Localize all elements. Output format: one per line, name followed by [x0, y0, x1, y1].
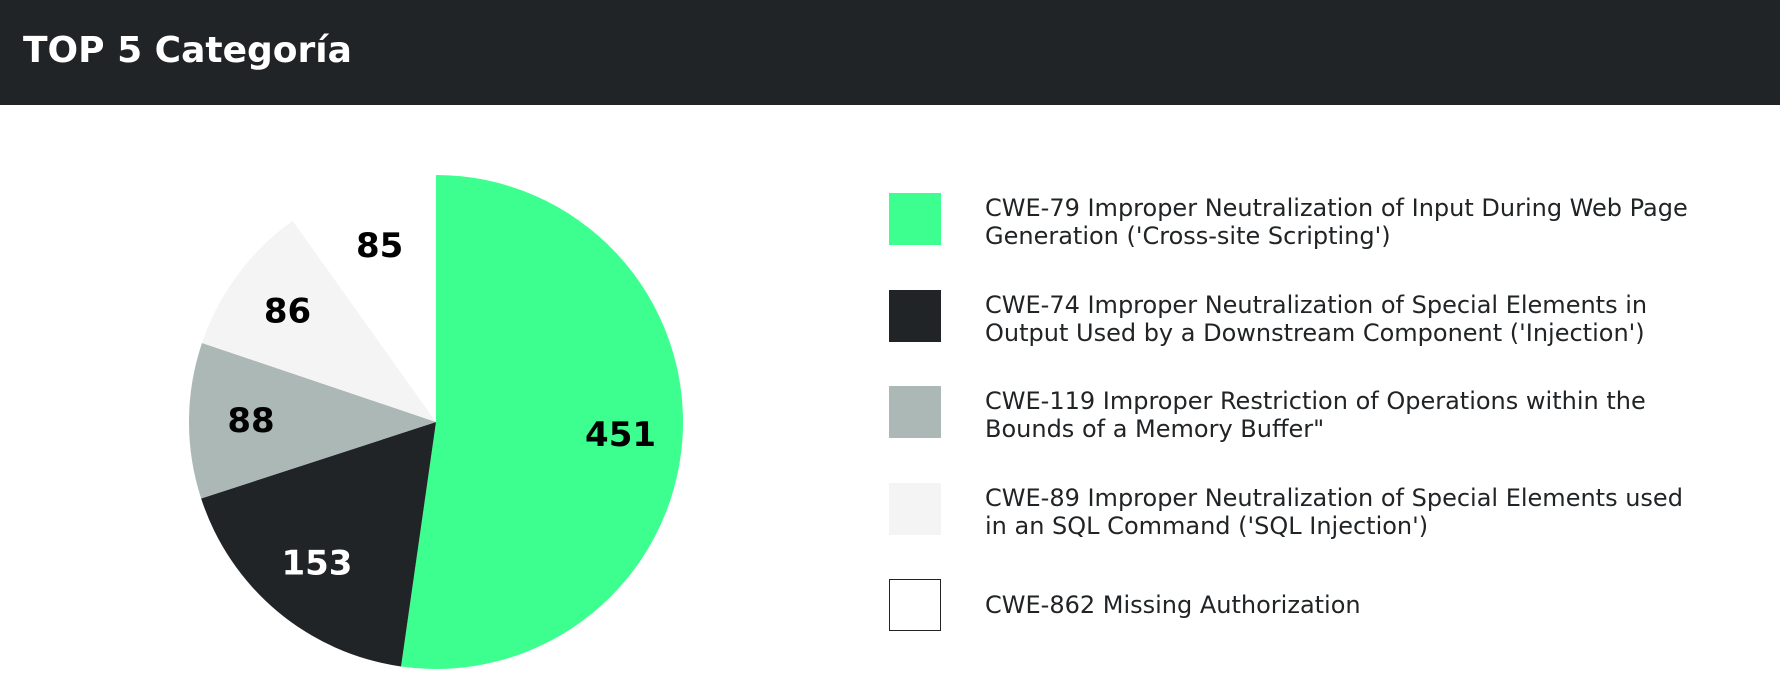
legend-label: CWE-89 Improper Neutralization of Specia… [985, 483, 1683, 540]
legend-label: CWE-79 Improper Neutralization of Input … [985, 194, 1688, 250]
legend-item: CWE-79 Improper Neutralization of Input … [889, 193, 1749, 250]
legend-label: CWE-862 Missing Authorization [985, 591, 1361, 619]
legend-label: CWE-119 Improper Restriction of Operatio… [985, 387, 1646, 443]
slice-value-label: 86 [264, 292, 311, 332]
slice-value-label: 88 [227, 401, 274, 441]
header-bar: TOP 5 Categoría [0, 0, 1780, 105]
legend-swatch [889, 579, 941, 631]
pie-chart: 451 153 88 86 85 [0, 105, 860, 680]
pie-chart-svg: 451 153 88 86 85 [188, 175, 684, 669]
legend-item: CWE-862 Missing Authorization [889, 579, 1749, 631]
pie-slice [401, 175, 684, 669]
legend-swatch [889, 386, 941, 438]
legend-swatch [889, 193, 941, 245]
slice-value-label: 153 [281, 544, 352, 584]
slice-value-label: 451 [585, 415, 656, 455]
legend-label: CWE-74 Improper Neutralization of Specia… [985, 290, 1648, 347]
legend-swatch [889, 289, 941, 342]
pie-slice [201, 422, 436, 667]
pie-slice [201, 220, 436, 422]
legend-item: CWE-89 Improper Neutralization of Specia… [889, 482, 1749, 540]
slice-value-label: 85 [356, 226, 403, 266]
legend-item: CWE-119 Improper Restriction of Operatio… [889, 386, 1749, 443]
legend-item: CWE-74 Improper Neutralization of Specia… [889, 289, 1749, 347]
legend-swatch [889, 482, 941, 535]
page-title: TOP 5 Categoría [23, 30, 352, 71]
pie-slice [292, 175, 436, 422]
pie-slice [188, 342, 436, 499]
